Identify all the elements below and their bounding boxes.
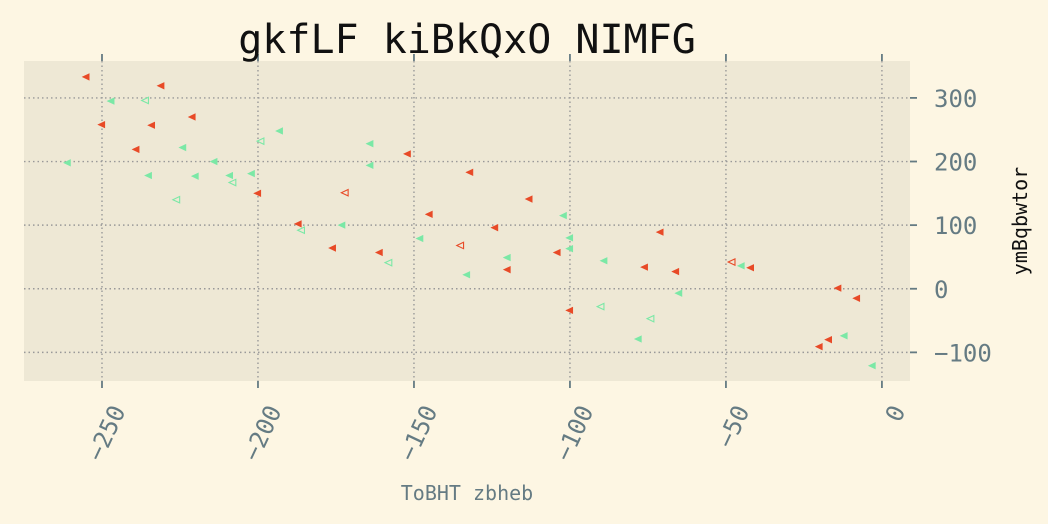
data-point [465,168,474,177]
data-point [736,262,745,270]
data-point [337,221,346,229]
axis-ticks [101,54,917,388]
data-point [156,82,165,90]
data-point [565,234,574,242]
data-point [365,161,374,170]
data-point [365,140,374,148]
data-point [645,314,655,323]
data-point [814,342,823,351]
data-point [415,234,424,243]
chart-title: gkfLF kiBkQxO NIMFG [238,17,696,63]
data-point [178,143,187,152]
data-point [140,96,150,105]
data-point [455,241,465,250]
data-point [275,127,283,135]
data-point [833,284,842,292]
data-point [726,257,736,267]
x-tick-label: −150 [394,401,444,465]
data-point [340,188,349,197]
data-point [599,257,608,265]
data-point [106,97,115,105]
data-point [328,244,336,252]
data-point [565,306,574,315]
x-tick-label: −50 [712,401,756,452]
data-point [247,169,255,178]
data-point [253,189,262,197]
data-point [595,302,605,311]
data-point [852,294,861,302]
data-point [867,362,876,370]
data-point [839,332,848,340]
data-point [144,171,152,180]
data-point [559,211,567,220]
data-point [296,226,306,235]
plot-area [24,61,910,381]
data-point [190,172,199,180]
y-tick-label: 200 [934,149,977,177]
data-point [81,73,90,81]
data-point [552,248,561,257]
data-point [374,248,383,257]
data-point [746,264,754,272]
data-point [524,195,533,203]
y-tick-label: 0 [934,276,948,304]
data-point [147,121,156,129]
data-point [671,267,680,276]
data-point [97,120,106,129]
data-point [403,150,411,158]
data-point [62,159,71,167]
data-point [490,224,499,232]
y-axis-label: ymBqbwtor [1008,167,1032,275]
x-tick-label: −250 [82,401,132,465]
data-point [225,171,234,180]
data-point [171,195,181,204]
data-point [383,258,393,267]
data-point [293,220,302,228]
y-tick-label: −100 [934,339,992,367]
data-point [187,113,196,121]
y-tick-label: 100 [934,212,977,240]
data-point [227,178,237,187]
x-axis-label: ToBHT zbheb [401,481,533,505]
data-points [62,73,876,370]
data-point [462,271,471,279]
x-tick-label: 0 [880,401,911,426]
data-point [674,289,683,297]
x-tick-label: −100 [550,401,600,465]
y-tick-label: 300 [934,85,977,113]
data-point [131,145,140,154]
data-point [502,253,511,262]
grid-lines [24,61,910,381]
data-point [565,245,574,253]
data-point [655,228,664,236]
data-point [255,137,265,146]
x-tick-label: −200 [238,401,288,465]
data-point [209,157,218,166]
data-point [502,265,511,274]
data-point [633,335,642,343]
data-point [640,263,648,271]
data-point [424,210,433,218]
data-point [824,335,832,344]
